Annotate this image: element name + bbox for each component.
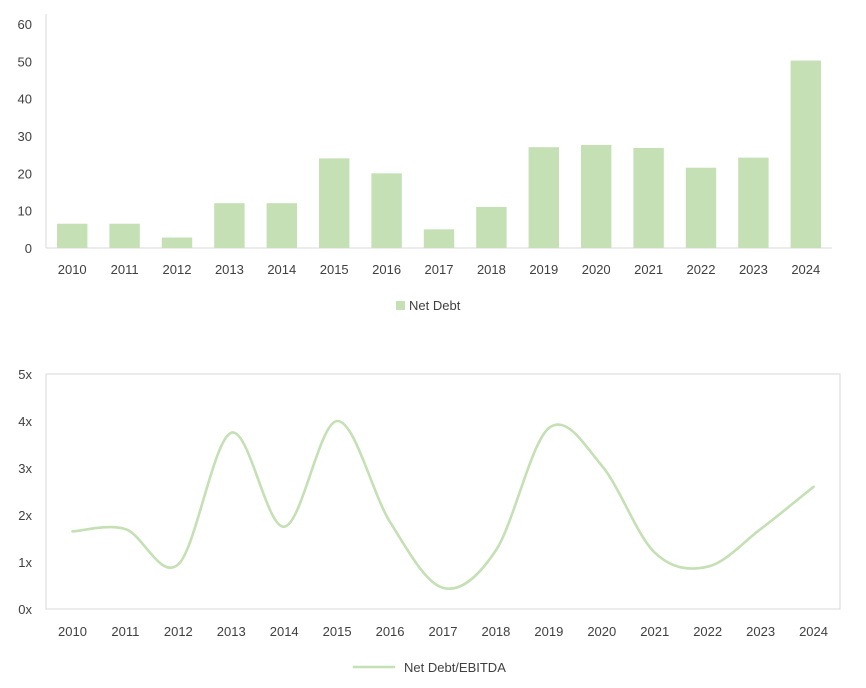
x-tick-label: 2024 <box>799 624 828 639</box>
x-tick-label: 2021 <box>640 624 669 639</box>
x-tick-label: 2018 <box>477 262 506 277</box>
y-tick-label: 5x <box>18 367 32 382</box>
x-tick-label: 2016 <box>372 262 401 277</box>
legend-swatch <box>396 301 405 310</box>
bar <box>109 223 140 248</box>
x-tick-label: 2021 <box>634 262 663 277</box>
x-tick-label: 2011 <box>111 262 139 277</box>
x-tick-label: 2010 <box>58 262 87 277</box>
bar <box>161 237 193 248</box>
bar <box>423 229 455 248</box>
x-tick-label: 2017 <box>425 262 454 277</box>
bar <box>57 223 88 248</box>
y-tick-label: 1x <box>18 555 32 570</box>
x-tick-label: 2020 <box>582 262 611 277</box>
bar <box>581 144 612 248</box>
series-line <box>71 419 815 590</box>
y-tick-label: 40 <box>18 92 32 107</box>
legend-label: Net Debt/EBITDA <box>404 660 506 675</box>
bar <box>266 203 297 248</box>
x-tick-label: 2020 <box>587 624 616 639</box>
x-tick-label: 2022 <box>687 262 716 277</box>
net-debt-bar-chart: 0 10 20 30 40 50 60 2010 2011 2012 2013 2014 2015 201… <box>18 14 832 313</box>
x-tick-label: 2015 <box>323 624 352 639</box>
legend-label: Net Debt <box>409 298 461 313</box>
x-tick-label: 2012 <box>163 262 192 277</box>
x-tick-label: 2022 <box>693 624 722 639</box>
bar <box>790 60 821 248</box>
bar <box>738 157 769 248</box>
y-tick-label: 4x <box>18 414 32 429</box>
x-tick-label: 2013 <box>215 262 244 277</box>
y-tick-label: 2x <box>18 508 32 523</box>
x-tick-label: 2012 <box>164 624 193 639</box>
x-tick-label: 2014 <box>267 262 296 277</box>
x-tick-label: 2018 <box>481 624 510 639</box>
y-tick-label: 10 <box>18 204 32 219</box>
bar <box>214 203 245 248</box>
x-tick-label: 2017 <box>429 624 458 639</box>
x-tick-label: 2024 <box>791 262 820 277</box>
plot-frame <box>45 373 841 610</box>
x-tick-label: 2010 <box>58 624 87 639</box>
legend: Net Debt/EBITDA <box>352 660 506 675</box>
y-tick-label: 50 <box>18 54 32 69</box>
legend: Net Debt <box>396 298 461 313</box>
x-tick-label: 2019 <box>529 262 558 277</box>
y-tick-label: 3x <box>18 461 32 476</box>
x-tick-label: 2014 <box>270 624 299 639</box>
y-tick-label: 0 <box>25 241 32 256</box>
bar <box>319 158 350 248</box>
bar <box>476 206 507 248</box>
x-tick-label: 2016 <box>376 624 405 639</box>
x-tick-label: 2023 <box>739 262 768 277</box>
bar <box>685 167 717 248</box>
y-tick-label: 0x <box>18 602 32 617</box>
x-tick-label: 2011 <box>111 624 139 639</box>
y-tick-label: 30 <box>18 129 32 144</box>
x-tick-label: 2013 <box>217 624 246 639</box>
x-tick-label: 2019 <box>534 624 563 639</box>
x-tick-label: 2015 <box>320 262 349 277</box>
bar <box>528 147 559 248</box>
y-tick-label: 60 <box>18 17 32 32</box>
x-tick-label: 2023 <box>746 624 775 639</box>
bar <box>371 173 402 248</box>
bar <box>633 147 664 248</box>
y-tick-label: 20 <box>18 166 32 181</box>
